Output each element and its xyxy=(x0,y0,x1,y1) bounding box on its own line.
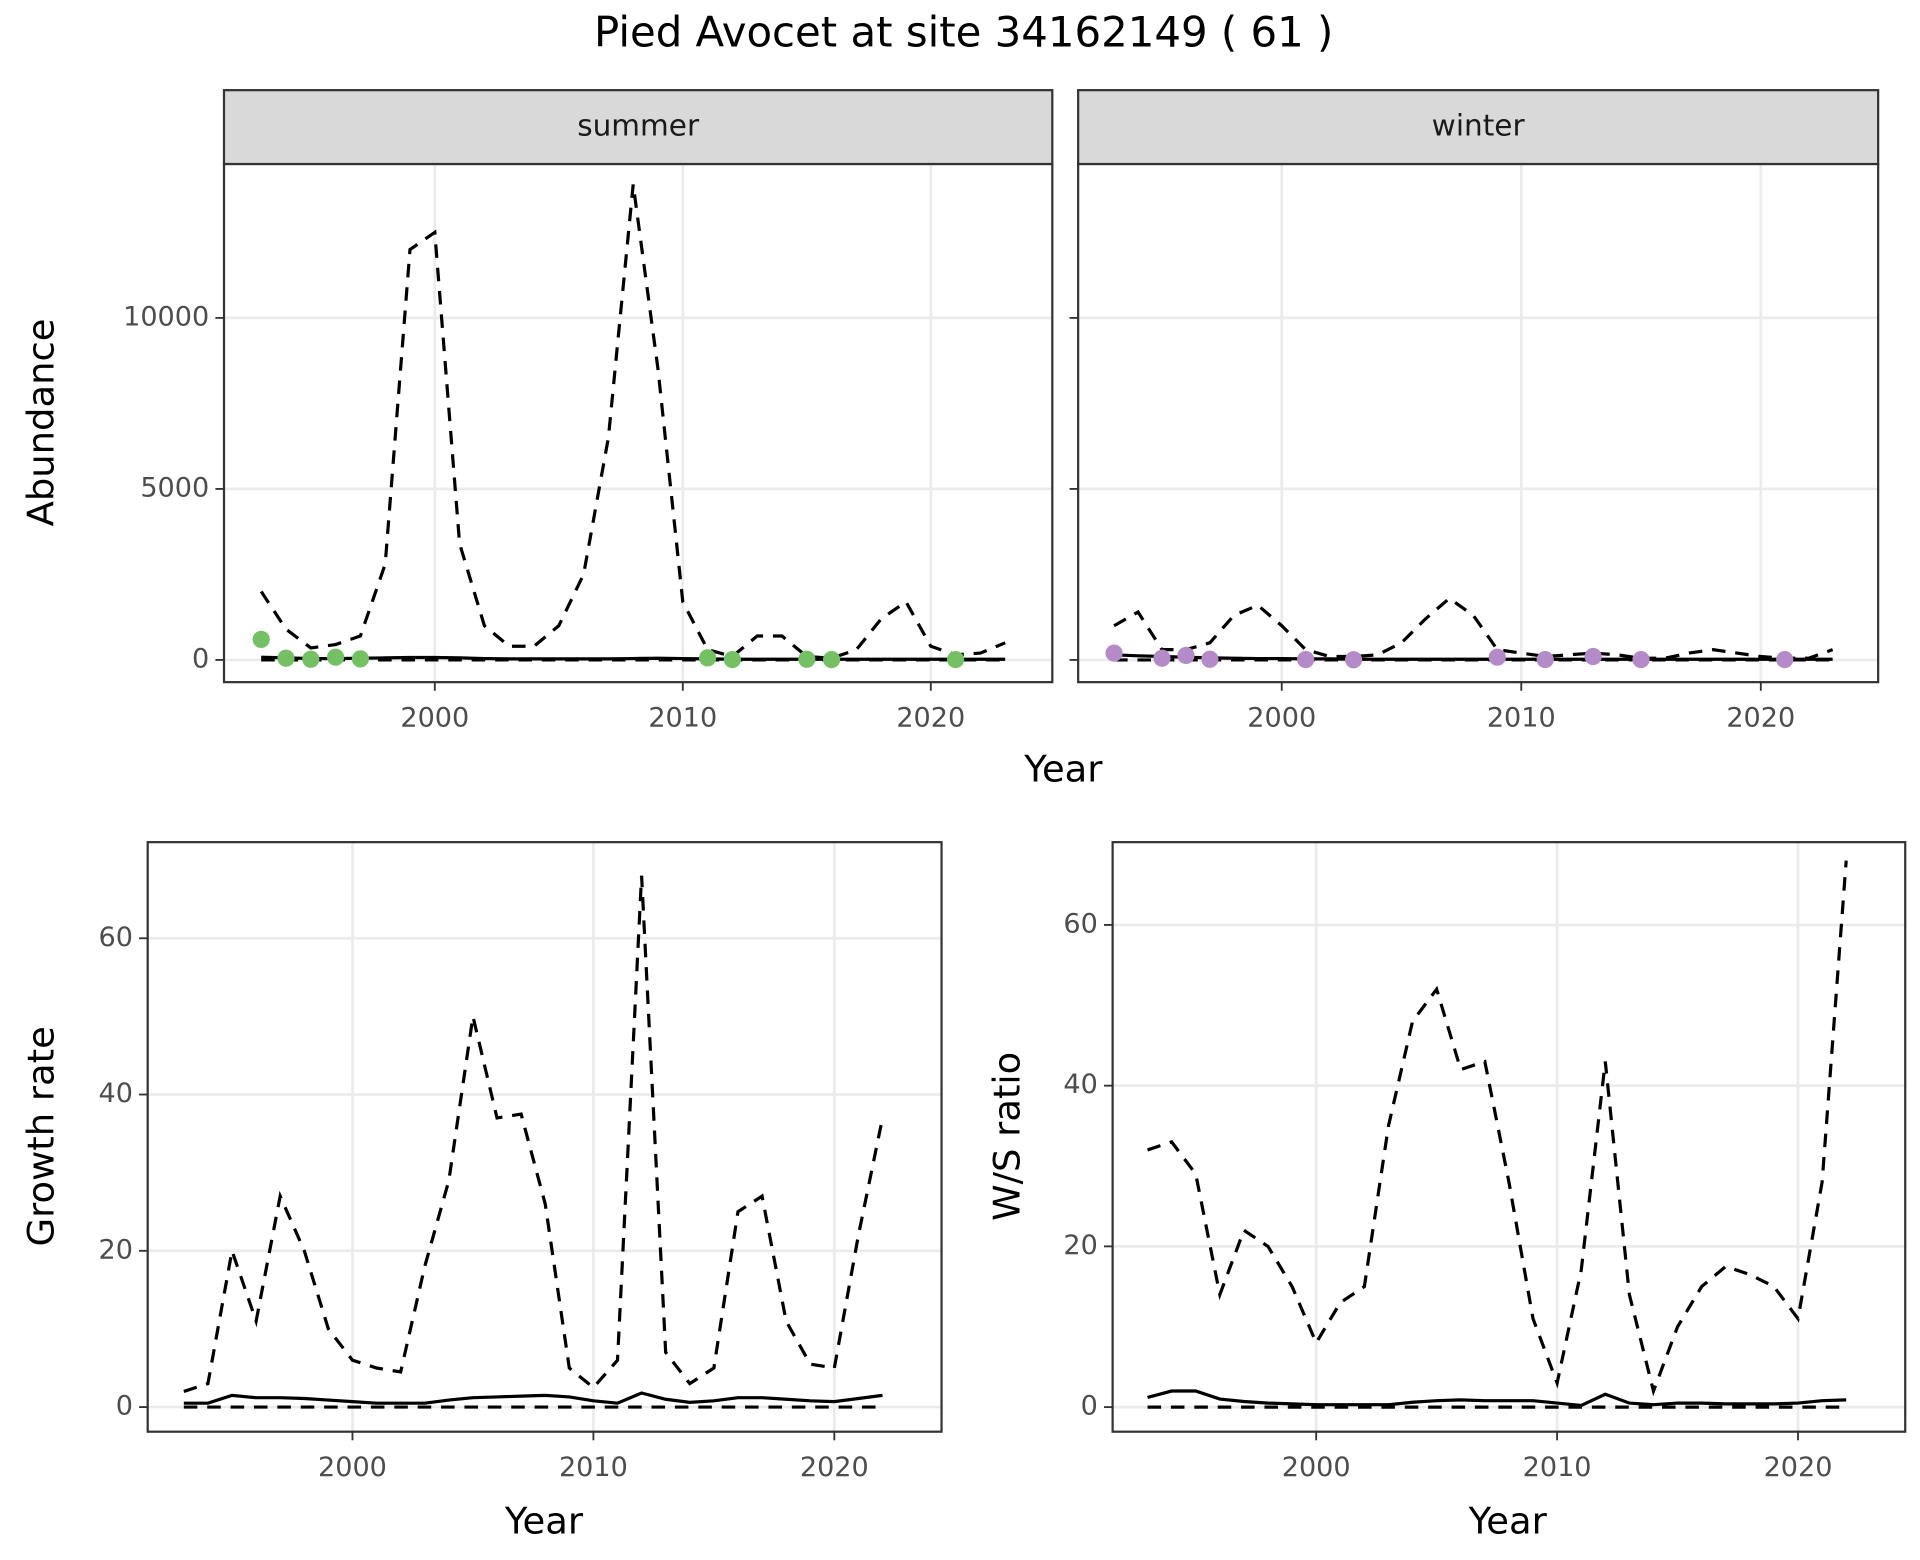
solid-line xyxy=(1114,653,1833,661)
point xyxy=(1632,650,1650,669)
y-axis-title: Growth rate xyxy=(20,1026,63,1246)
point xyxy=(1776,650,1794,669)
y-tick-label: 0 xyxy=(1081,1391,1098,1422)
point xyxy=(1584,647,1602,666)
y-axis-title: W/S ratio xyxy=(986,1052,1029,1221)
point xyxy=(698,649,717,667)
point xyxy=(302,650,320,668)
y-axis-title: Abundance xyxy=(20,319,63,527)
y-tick-label: 60 xyxy=(98,922,132,953)
x-tick-label: 2000 xyxy=(400,703,469,734)
strip xyxy=(222,89,1054,166)
x-tick-label: 2010 xyxy=(1487,703,1556,734)
strip xyxy=(1077,89,1880,166)
point xyxy=(1297,650,1315,669)
y-tick-label: 60 xyxy=(1063,908,1097,939)
dashed-line xyxy=(1113,596,1834,660)
panel xyxy=(147,842,942,1432)
panel-border xyxy=(146,841,943,1433)
x-tick-label: 2000 xyxy=(1282,1452,1351,1483)
x-tick-label: 2020 xyxy=(800,1452,869,1483)
x-axis-title: Year xyxy=(1468,1499,1548,1542)
point xyxy=(1153,649,1171,667)
y-tick-label: 5000 xyxy=(140,472,209,503)
point xyxy=(822,650,841,669)
y-tick-label: 20 xyxy=(98,1234,132,1265)
solid-line xyxy=(261,655,1006,661)
point xyxy=(252,630,270,649)
point xyxy=(351,650,370,668)
panel xyxy=(1112,842,1906,1432)
y-tick-label: 20 xyxy=(1063,1230,1097,1261)
y-tick-label: 40 xyxy=(98,1078,132,1109)
panel xyxy=(1078,164,1879,683)
x-tick-label: 2010 xyxy=(648,703,717,734)
point xyxy=(723,650,742,669)
point xyxy=(1344,651,1363,669)
x-tick-label: 2020 xyxy=(1726,703,1795,734)
point xyxy=(946,650,965,669)
point xyxy=(1536,650,1554,669)
point xyxy=(277,649,295,667)
point xyxy=(1488,648,1506,666)
figure-title: Pied Avocet at site 34162149 ( 61 ) xyxy=(594,7,1333,56)
x-tick-label: 2000 xyxy=(1247,703,1316,734)
dashed-line xyxy=(259,184,1006,660)
x-tick-label: 2010 xyxy=(559,1452,628,1483)
x-tick-label: 2000 xyxy=(318,1452,387,1483)
point xyxy=(326,648,345,666)
y-tick-label: 0 xyxy=(192,643,209,674)
x-tick-label: 2020 xyxy=(1764,1452,1833,1483)
y-tick-label: 10000 xyxy=(123,301,209,332)
point xyxy=(1177,646,1195,665)
solid-line xyxy=(183,1391,883,1405)
point xyxy=(1201,650,1219,668)
dashed-line xyxy=(183,875,885,1393)
y-tick-label: 0 xyxy=(116,1391,133,1422)
x-tick-label: 2010 xyxy=(1523,1452,1592,1483)
strip-label: winter xyxy=(1432,109,1526,143)
y-tick-label: 40 xyxy=(1063,1069,1097,1100)
dashed-line xyxy=(1147,860,1848,1397)
strip-label: summer xyxy=(577,109,700,143)
point xyxy=(798,650,816,668)
x-axis-title: Year xyxy=(1023,747,1103,790)
solid-line xyxy=(1147,1389,1847,1408)
point xyxy=(1105,644,1123,662)
x-axis-title: Year xyxy=(504,1499,584,1542)
x-tick-label: 2020 xyxy=(896,703,965,734)
panel-border xyxy=(1111,841,1907,1433)
panel xyxy=(224,164,1053,683)
